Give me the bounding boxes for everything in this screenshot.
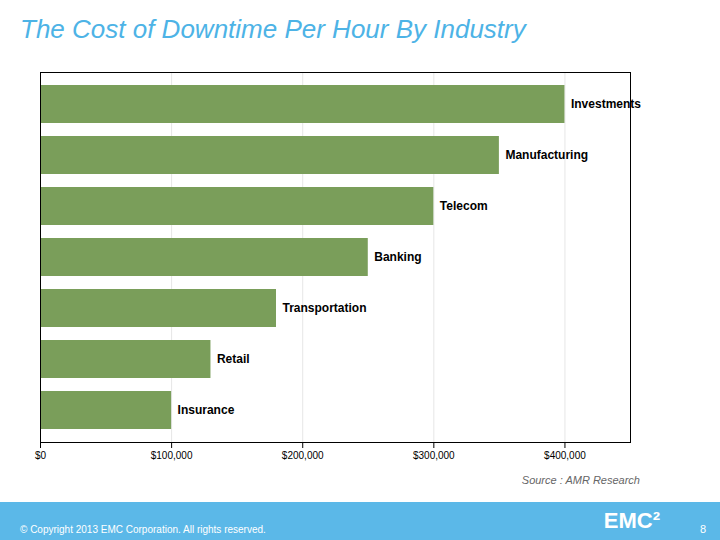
svg-text:$300,000: $300,000 <box>413 450 455 461</box>
svg-text:$0: $0 <box>35 450 47 461</box>
svg-text:$200,000: $200,000 <box>282 450 324 461</box>
html-text:The Cost of Downtime Per Hour: The Cost of Downtime Per Hour By Industr… <box>20 14 526 44</box>
html-text:Source : AMR Research: Source : AMR Research <box>521 474 640 486</box>
svg-text:$100,000: $100,000 <box>151 450 193 461</box>
html-text:8: 8 <box>699 523 706 535</box>
svg-text:Banking: Banking <box>374 250 421 264</box>
svg-text:Telecom: Telecom <box>440 199 488 213</box>
svg-text:Insurance: Insurance <box>178 403 235 417</box>
svg-text:Manufacturing: Manufacturing <box>505 148 588 162</box>
svg-text:Transportation: Transportation <box>283 301 367 315</box>
html-text:© Copyright 2013 EMC Corporati: © Copyright 2013 EMC Corporation. All ri… <box>20 524 266 535</box>
svg-text:$400,000: $400,000 <box>544 450 586 461</box>
svg-text:Investments: Investments <box>570 97 641 112</box>
svg-text:Retail: Retail <box>217 352 250 366</box>
html-text:EMC²: EMC² <box>603 508 660 533</box>
